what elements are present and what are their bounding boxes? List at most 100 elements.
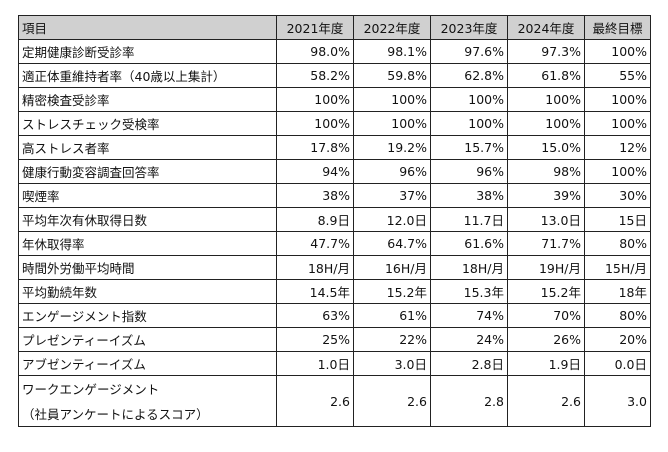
value-final-target: 100%	[584, 111, 651, 136]
value-fy2024: 13.0日	[507, 207, 585, 232]
header-fy2024: 2024年度	[507, 15, 585, 40]
value-fy2023: 24%	[430, 327, 508, 352]
value-fy2024: 15.0%	[507, 135, 585, 160]
table-row: プレゼンティーイズム 25% 22% 24% 26% 20%	[18, 327, 651, 352]
value-fy2024: 100%	[507, 87, 585, 112]
row-label-line1: ワークエンゲージメント	[22, 382, 160, 397]
value-fy2021: 17.8%	[276, 135, 354, 160]
value-fy2024: 97.3%	[507, 39, 585, 64]
value-fy2022: 12.0日	[353, 207, 431, 232]
table-row: エンゲージメント指数 63% 61% 74% 70% 80%	[18, 303, 651, 328]
value-final-target: 15H/月	[584, 255, 651, 280]
row-label: 適正体重維持者率（40歳以上集計）	[18, 63, 277, 88]
value-fy2023: 2.8	[430, 375, 508, 427]
value-final-target: 80%	[584, 231, 651, 256]
row-label: 精密検査受診率	[18, 87, 277, 112]
value-fy2021: 18H/月	[276, 255, 354, 280]
value-fy2022: 61%	[353, 303, 431, 328]
value-final-target: 100%	[584, 39, 651, 64]
row-label: 時間外労働平均時間	[18, 255, 277, 280]
value-fy2021: 98.0%	[276, 39, 354, 64]
table-row: 時間外労働平均時間 18H/月 16H/月 18H/月 19H/月 15H/月	[18, 255, 651, 280]
value-final-target: 80%	[584, 303, 651, 328]
row-label: エンゲージメント指数	[18, 303, 277, 328]
value-fy2024: 100%	[507, 111, 585, 136]
row-label: 平均年次有休取得日数	[18, 207, 277, 232]
table-row: 喫煙率 38% 37% 38% 39% 30%	[18, 183, 651, 208]
header-item: 項目	[18, 15, 277, 40]
row-label: 高ストレス者率	[18, 135, 277, 160]
value-fy2023: 2.8日	[430, 351, 508, 376]
value-fy2021: 1.0日	[276, 351, 354, 376]
value-fy2022: 98.1%	[353, 39, 431, 64]
table-row: 高ストレス者率 17.8% 19.2% 15.7% 15.0% 12%	[18, 135, 651, 160]
value-fy2021: 8.9日	[276, 207, 354, 232]
header-fy2023: 2023年度	[430, 15, 508, 40]
value-fy2021: 63%	[276, 303, 354, 328]
row-label: 定期健康診断受診率	[18, 39, 277, 64]
value-fy2024: 15.2年	[507, 279, 585, 304]
table-row: 平均勤続年数 14.5年 15.2年 15.3年 15.2年 18年	[18, 279, 651, 304]
value-fy2023: 97.6%	[430, 39, 508, 64]
value-fy2023: 11.7日	[430, 207, 508, 232]
value-final-target: 15日	[584, 207, 651, 232]
table-body: 定期健康診断受診率 98.0% 98.1% 97.6% 97.3% 100% 適正体重維持者…	[18, 39, 651, 427]
value-final-target: 18年	[584, 279, 651, 304]
value-fy2023: 15.7%	[430, 135, 508, 160]
table-row: アブゼンティーイズム 1.0日 3.0日 2.8日 1.9日 0.0日	[18, 351, 651, 376]
row-label: 喫煙率	[18, 183, 277, 208]
value-fy2022: 22%	[353, 327, 431, 352]
row-label: アブゼンティーイズム	[18, 351, 277, 376]
value-fy2021: 14.5年	[276, 279, 354, 304]
value-fy2024: 39%	[507, 183, 585, 208]
header-fy2021: 2021年度	[276, 15, 354, 40]
row-label: 年休取得率	[18, 231, 277, 256]
value-fy2023: 18H/月	[430, 255, 508, 280]
header-final-target: 最終目標	[584, 15, 651, 40]
value-fy2024: 2.6	[507, 375, 585, 427]
value-final-target: 100%	[584, 87, 651, 112]
value-final-target: 55%	[584, 63, 651, 88]
value-fy2021: 94%	[276, 159, 354, 184]
table-row: 平均年次有休取得日数 8.9日 12.0日 11.7日 13.0日 15日	[18, 207, 651, 232]
value-fy2023: 74%	[430, 303, 508, 328]
row-label: プレゼンティーイズム	[18, 327, 277, 352]
value-fy2024: 98%	[507, 159, 585, 184]
table-row: ストレスチェック受検率 100% 100% 100% 100% 100%	[18, 111, 651, 136]
value-fy2022: 16H/月	[353, 255, 431, 280]
row-label: 健康行動変容調査回答率	[18, 159, 277, 184]
value-fy2021: 58.2%	[276, 63, 354, 88]
table-row: 精密検査受診率 100% 100% 100% 100% 100%	[18, 87, 651, 112]
row-label: ワークエンゲージメント （社員アンケートによるスコア）	[18, 375, 277, 427]
kpi-table: 項目 2021年度 2022年度 2023年度 2024年度 最終目標 定期健康…	[18, 15, 651, 427]
value-fy2024: 1.9日	[507, 351, 585, 376]
table-row: 年休取得率 47.7% 64.7% 61.6% 71.7% 80%	[18, 231, 651, 256]
table-row: 適正体重維持者率（40歳以上集計） 58.2% 59.8% 62.8% 61.8% 55%	[18, 63, 651, 88]
value-fy2023: 96%	[430, 159, 508, 184]
value-fy2023: 38%	[430, 183, 508, 208]
value-fy2021: 47.7%	[276, 231, 354, 256]
table-row: 健康行動変容調査回答率 94% 96% 96% 98% 100%	[18, 159, 651, 184]
value-fy2022: 59.8%	[353, 63, 431, 88]
value-fy2022: 96%	[353, 159, 431, 184]
value-fy2021: 100%	[276, 111, 354, 136]
value-final-target: 30%	[584, 183, 651, 208]
header-fy2022: 2022年度	[353, 15, 431, 40]
row-label: 平均勤続年数	[18, 279, 277, 304]
value-fy2022: 15.2年	[353, 279, 431, 304]
table-header-row: 項目 2021年度 2022年度 2023年度 2024年度 最終目標	[18, 15, 651, 40]
value-fy2022: 37%	[353, 183, 431, 208]
value-fy2021: 38%	[276, 183, 354, 208]
value-fy2022: 2.6	[353, 375, 431, 427]
value-fy2022: 64.7%	[353, 231, 431, 256]
value-final-target: 3.0	[584, 375, 651, 427]
row-label-line2: （社員アンケートによるスコア）	[22, 407, 209, 422]
value-fy2021: 25%	[276, 327, 354, 352]
value-fy2022: 100%	[353, 111, 431, 136]
value-fy2023: 100%	[430, 87, 508, 112]
value-fy2022: 19.2%	[353, 135, 431, 160]
table-row: ワークエンゲージメント （社員アンケートによるスコア） 2.6 2.6 2.8 2.6 3.…	[18, 375, 651, 427]
value-fy2022: 3.0日	[353, 351, 431, 376]
value-final-target: 0.0日	[584, 351, 651, 376]
table-row: 定期健康診断受診率 98.0% 98.1% 97.6% 97.3% 100%	[18, 39, 651, 64]
